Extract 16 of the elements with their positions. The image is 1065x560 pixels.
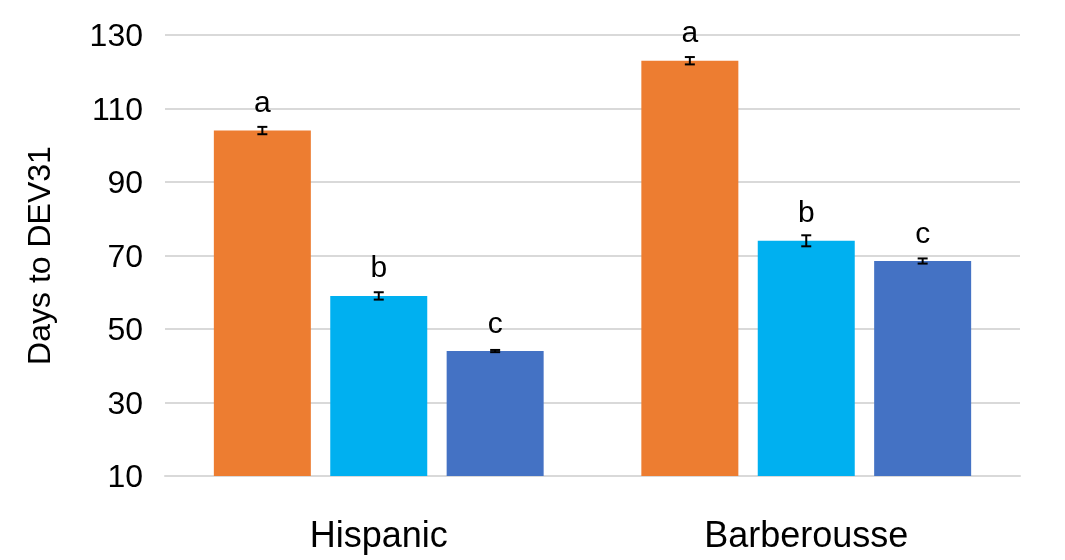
y-tick-label: 110 (91, 90, 143, 127)
y-tick-label: 90 (107, 164, 143, 200)
data-label: b (370, 250, 388, 284)
y-axis-title: Days to DEV31 (21, 146, 57, 365)
x-tick-label: Hispanic (309, 513, 448, 555)
data-label: a (681, 15, 699, 49)
x-tick-label: Barberousse (704, 513, 909, 555)
data-label: a (254, 85, 272, 119)
y-tick-label: 30 (107, 384, 143, 421)
data-label: b (797, 195, 815, 229)
data-label: c (915, 215, 931, 249)
y-tick-label: 10 (107, 458, 143, 494)
y-tick-label: 50 (107, 311, 143, 347)
y-tick-label: 130 (89, 17, 143, 53)
y-tick-label: 70 (107, 237, 143, 274)
data-label: c (487, 305, 503, 339)
